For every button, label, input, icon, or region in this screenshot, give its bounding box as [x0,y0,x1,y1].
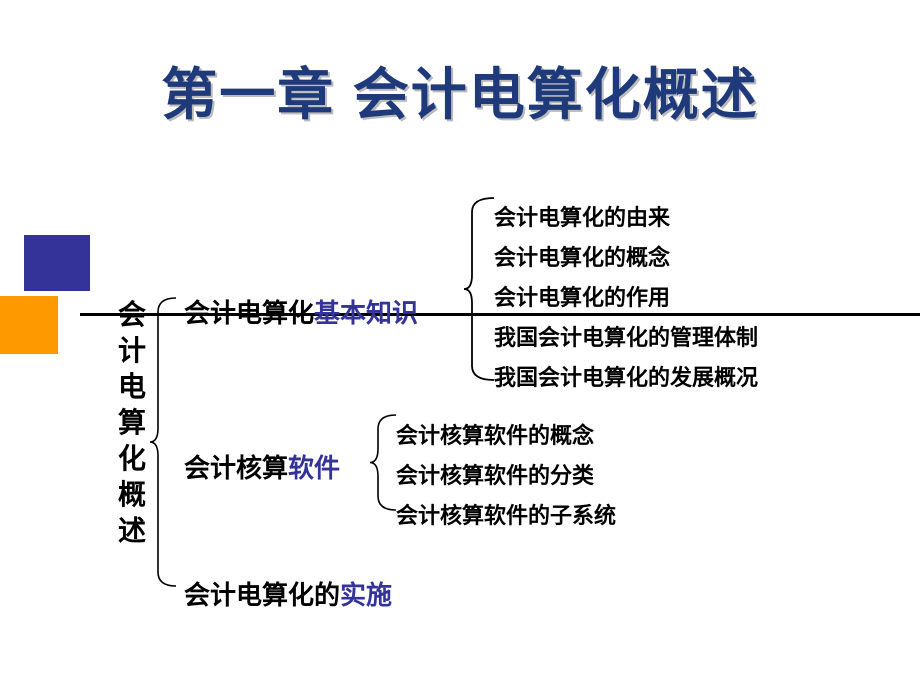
root-char: 电 [118,370,146,406]
root-char: 述 [118,514,146,550]
leaf-software-0: 会计核算软件的概念 [396,418,594,450]
section-brace-software [370,415,396,510]
root-char: 化 [118,442,146,478]
leaf-basics-2: 会计电算化的作用 [494,280,670,312]
section-label-basics: 会计电算化基本知识 [184,293,418,330]
deco-orange-rect [0,296,58,354]
root-char: 算 [118,406,146,442]
slide-root: 第一章 会计电算化概述 会计电算化概述 会计电算化基本知识会计电算化的由来会计电… [0,0,920,690]
root-char: 计 [118,334,146,370]
section-label-accent: 基本知识 [314,299,418,328]
root-vertical-text: 会计电算化概述 [118,298,146,550]
section-label-implement: 会计电算化的实施 [184,575,392,612]
root-brace [150,298,176,586]
slide-title: 第一章 会计电算化概述 [0,50,920,131]
leaf-software-1: 会计核算软件的分类 [396,458,594,490]
deco-blue-rect [24,235,90,291]
leaf-basics-3: 我国会计电算化的管理体制 [494,320,758,352]
leaf-basics-0: 会计电算化的由来 [494,200,670,232]
leaf-software-2: 会计核算软件的子系统 [396,498,616,530]
leaf-basics-1: 会计电算化的概念 [494,240,670,272]
root-char: 会 [118,298,146,334]
root-char: 概 [118,478,146,514]
section-brace-basics [464,198,494,380]
section-label-accent: 实施 [340,581,392,610]
section-label-plain: 会计核算 [184,454,288,483]
section-label-plain: 会计电算化 [184,299,314,328]
leaf-basics-4: 我国会计电算化的发展概况 [494,360,758,392]
section-label-plain: 会计电算化的 [184,581,340,610]
section-label-accent: 软件 [288,454,340,483]
section-label-software: 会计核算软件 [184,448,340,485]
